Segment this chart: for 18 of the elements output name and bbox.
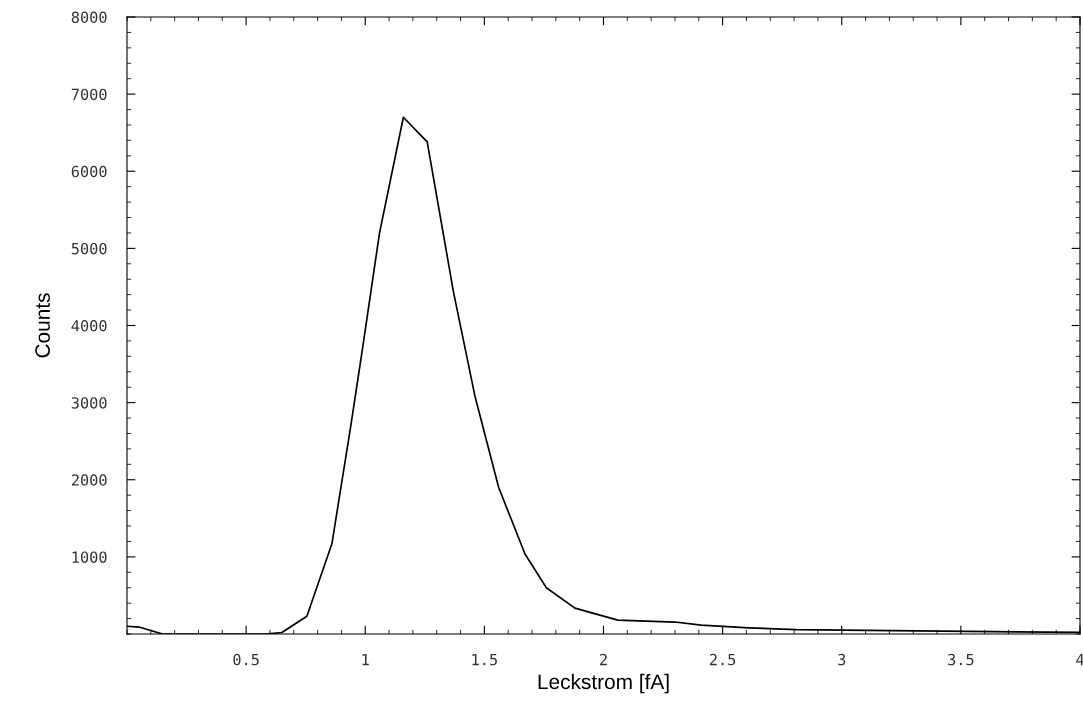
x-tick-label: 1 xyxy=(362,654,369,666)
y-tick-label: 5000 xyxy=(71,242,107,255)
y-tick-label: 6000 xyxy=(71,165,107,178)
x-tick-label: 4 xyxy=(1076,654,1083,666)
x-tick-label: 3.5 xyxy=(948,653,974,666)
y-tick-label: 8000 xyxy=(71,11,107,24)
y-tick-label: 4000 xyxy=(71,320,107,332)
y-tick-label: 2000 xyxy=(71,474,107,486)
y-tick-label: 7000 xyxy=(71,88,107,101)
x-tick-label: 3 xyxy=(838,653,846,666)
y-axis-title: Counts xyxy=(35,293,50,358)
x-tick-label: 1.5 xyxy=(472,654,497,666)
x-tick-label: 2 xyxy=(600,653,607,666)
x-axis-title: Leckstrom [fA] xyxy=(538,673,669,694)
x-tick-label: 0.5 xyxy=(233,653,259,666)
x-tick-label: 2.5 xyxy=(709,653,736,666)
y-tick-label: 1000 xyxy=(72,551,107,563)
y-tick-label: 3000 xyxy=(71,397,107,409)
